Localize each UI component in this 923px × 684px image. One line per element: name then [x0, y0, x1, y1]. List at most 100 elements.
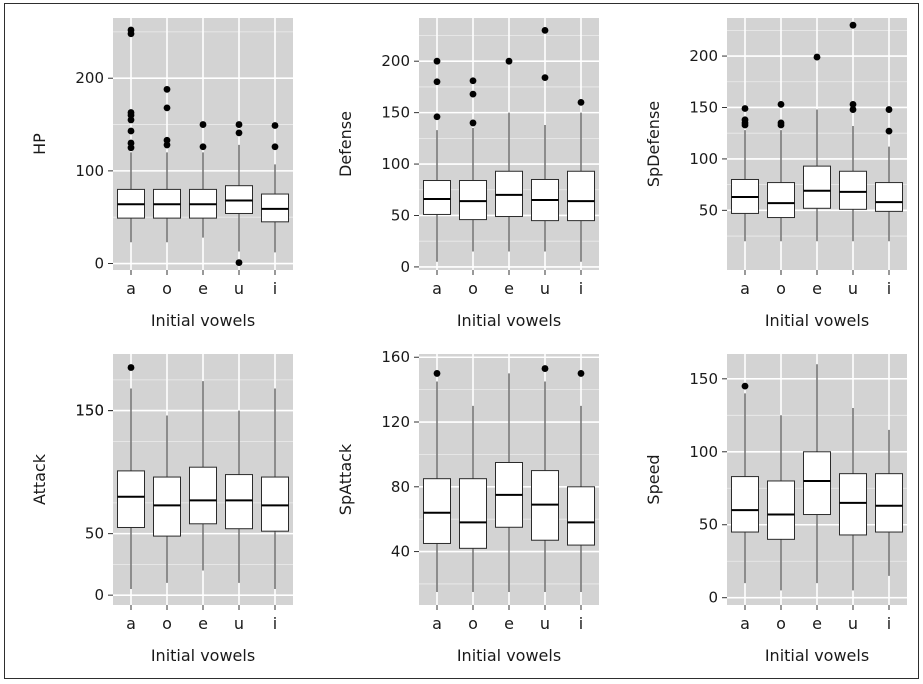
x-tick-label: e: [812, 614, 822, 633]
y-tick-label: 150: [75, 402, 104, 420]
iqr-box: [875, 182, 903, 212]
y-tick-label: 150: [689, 98, 718, 116]
box-o: [153, 85, 181, 243]
outlier-point: [163, 136, 171, 144]
y-axis-title: Speed: [644, 454, 663, 504]
y-tick-label: 0: [400, 258, 410, 276]
outlier-point: [469, 119, 477, 127]
y-tick-label: 0: [94, 255, 104, 273]
outlier-point: [199, 121, 207, 128]
outlier-point: [433, 113, 441, 121]
x-axis-title: Initial vowels: [151, 311, 255, 330]
iqr-box: [839, 473, 867, 536]
box-a: [117, 364, 145, 590]
box-u: [225, 121, 253, 266]
x-axis-title: Initial vowels: [765, 646, 869, 665]
outlier-point: [235, 121, 243, 128]
outlier-point: [777, 119, 785, 127]
x-tick-label: e: [198, 279, 208, 298]
y-tick-label: 50: [699, 201, 718, 219]
outlier-point: [849, 106, 857, 113]
x-tick-label: u: [234, 279, 244, 298]
y-tick-label: 40: [391, 543, 410, 561]
outlier-point: [271, 143, 279, 151]
outlier-point: [577, 370, 585, 377]
y-tick-label: 0: [708, 589, 718, 607]
y-tick-label: 0: [94, 586, 104, 604]
iqr-box: [459, 478, 487, 549]
box-a: [423, 57, 451, 262]
outlier-point: [469, 90, 477, 98]
y-axis-title: HP: [30, 133, 49, 155]
y-tick-label: 50: [391, 206, 410, 224]
box-i: [875, 429, 903, 576]
iqr-box: [423, 478, 451, 544]
outlier-point: [235, 129, 243, 137]
iqr-box: [567, 170, 595, 222]
y-tick-label: 150: [381, 104, 410, 122]
outlier-point: [127, 127, 135, 135]
y-tick-label: 150: [75, 402, 104, 420]
x-tick-label: a: [740, 614, 750, 633]
box-a: [423, 370, 451, 593]
x-axis-title: Initial vowels: [765, 311, 869, 330]
y-tick-label: 200: [75, 69, 104, 87]
outlier-point: [235, 259, 243, 266]
box-a: [731, 382, 759, 584]
iqr-box: [423, 180, 451, 215]
x-tick-label: i: [273, 614, 277, 633]
y-tick-label: 50: [85, 525, 104, 543]
outlier-point: [577, 98, 585, 106]
x-tick-label: a: [126, 279, 136, 298]
x-tick-label: e: [504, 279, 514, 298]
panel-speed: 0 50 100 150 a o e u i Initial vowels Speed: [644, 354, 907, 665]
outlier-point: [885, 127, 893, 135]
x-tick-label: o: [468, 614, 478, 633]
box-a: [117, 26, 145, 243]
outlier-point: [163, 104, 171, 112]
x-axis-title: Initial vowels: [457, 311, 561, 330]
x-tick-label: a: [432, 614, 442, 633]
box-o: [459, 405, 487, 593]
outlier-point: [505, 57, 513, 65]
outlier-point: [849, 21, 857, 29]
panel-defense: 0 50 100 150 200 a o e u i Initial vowels Defense: [336, 18, 599, 330]
x-tick-label: e: [812, 279, 822, 298]
x-tick-label: i: [887, 614, 891, 633]
box-o: [767, 101, 795, 242]
x-tick-label: i: [887, 279, 891, 298]
outlier-point: [813, 53, 821, 61]
box-e: [189, 121, 217, 238]
y-tick-label: 160: [381, 348, 410, 366]
box-o: [767, 415, 795, 591]
iqr-box: [225, 474, 253, 530]
outlier-point: [541, 74, 549, 82]
outlier-point: [127, 139, 135, 147]
box-u: [225, 410, 253, 583]
outlier-point: [777, 101, 785, 108]
x-tick-label: i: [579, 614, 583, 633]
x-tick-label: e: [198, 614, 208, 633]
x-axis-title: Initial vowels: [457, 646, 561, 665]
x-tick-label: a: [740, 279, 750, 298]
iqr-box: [153, 476, 181, 537]
x-tick-label: o: [162, 279, 172, 298]
x-tick-label: u: [848, 614, 858, 633]
x-tick-label: u: [848, 279, 858, 298]
iqr-box: [803, 165, 831, 209]
outlier-point: [741, 382, 749, 390]
outlier-point: [127, 109, 135, 116]
iqr-box: [567, 486, 595, 546]
outlier-point: [741, 105, 749, 112]
iqr-box: [117, 470, 145, 528]
box-i: [875, 106, 903, 242]
x-tick-label: o: [776, 279, 786, 298]
y-tick-label: 100: [689, 443, 718, 461]
panel-spdefense: 50 100 150 200 a o e u i Initial vowels SpDefense: [644, 18, 907, 330]
y-tick-label: 150: [689, 370, 718, 388]
box-o: [153, 415, 181, 583]
iqr-box: [875, 473, 903, 533]
iqr-box: [495, 170, 523, 218]
